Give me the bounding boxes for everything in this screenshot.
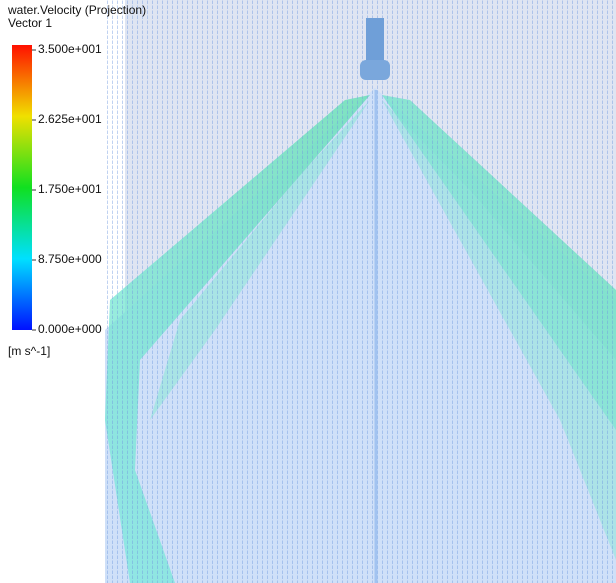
nozzle-tip [360,60,390,80]
colorbar-tick-label: 0.000e+000 [38,322,102,336]
colorbar [12,45,32,330]
cfd-view: water.Velocity (Projection) Vector 1 [m … [0,0,616,583]
legend-unit: [m s^-1] [8,344,50,358]
colorbar-tick-label: 8.750e+000 [38,252,102,266]
vector-field [105,0,616,583]
nozzle [366,18,384,63]
colorbar-tick-label: 1.750e+001 [38,182,102,196]
legend-subtitle: Vector 1 [8,16,52,30]
colorbar-tick-label: 2.625e+001 [38,112,102,126]
colorbar-tick-label: 3.500e+001 [38,42,102,56]
vector-texture [105,0,616,583]
legend-title: water.Velocity (Projection) [7,3,146,17]
